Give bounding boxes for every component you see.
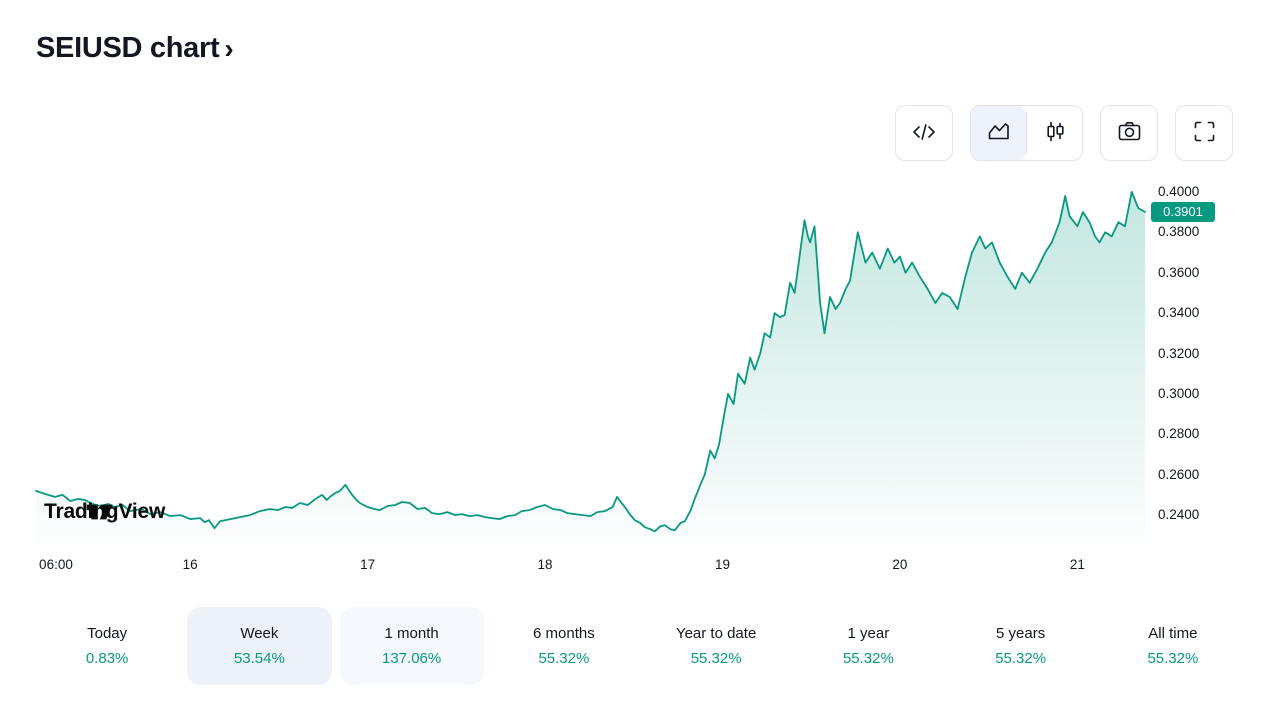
- fullscreen-icon: [1191, 118, 1218, 148]
- price-tick-label: 0.2800: [1158, 426, 1200, 442]
- symbol-title-text: SEIUSD chart: [36, 32, 220, 64]
- page-title: SEIUSD chart ›: [36, 32, 234, 65]
- range-label: 5 years: [996, 625, 1046, 642]
- range-all-time[interactable]: All time 55.32%: [1101, 607, 1245, 685]
- range-1-month[interactable]: 1 month 137.06%: [339, 607, 484, 685]
- range-1-year[interactable]: 1 year 55.32%: [796, 607, 940, 685]
- range-6-months[interactable]: 6 months 55.32%: [492, 607, 636, 685]
- price-tick-label: 0.3600: [1158, 264, 1200, 280]
- range-value: 0.83%: [85, 650, 129, 667]
- price-chart[interactable]: TradingView: [35, 180, 1146, 545]
- time-tick-label: 16: [182, 557, 198, 572]
- fullscreen-button[interactable]: [1175, 105, 1233, 161]
- range-label: Today: [87, 625, 128, 642]
- time-tick-label: 19: [714, 557, 730, 572]
- range-value: 137.06%: [382, 650, 442, 667]
- area-chart-button[interactable]: [971, 106, 1026, 160]
- price-tick-label: 0.2600: [1158, 466, 1200, 482]
- tradingview-logo[interactable]: TradingView: [36, 500, 165, 524]
- time-tick-label: 06:00: [39, 557, 73, 572]
- range-week[interactable]: Week 53.54%: [187, 607, 332, 685]
- range-today[interactable]: Today 0.83%: [35, 607, 179, 685]
- range-value: 55.32%: [538, 650, 590, 667]
- camera-icon: [1116, 118, 1143, 148]
- range-value: 55.32%: [995, 650, 1047, 667]
- range-5-years[interactable]: 5 years 55.32%: [949, 607, 1093, 685]
- time-tick-label: 17: [360, 557, 376, 572]
- price-line: [35, 191, 1146, 533]
- price-tick-label: 0.3200: [1158, 345, 1200, 361]
- range-value: 55.32%: [690, 650, 742, 667]
- range-year-to-date[interactable]: Year to date 55.32%: [644, 607, 788, 685]
- range-label: Week: [240, 625, 279, 642]
- range-label: 6 months: [533, 625, 595, 642]
- chevron-right-icon[interactable]: ›: [224, 32, 234, 64]
- range-label: All time: [1148, 625, 1198, 642]
- candlestick-chart-button[interactable]: [1027, 106, 1082, 160]
- price-tick-label: 0.3400: [1158, 305, 1200, 321]
- range-selector: Today 0.83% Week 53.54% 1 month 137.06% 6 mont…: [35, 607, 1245, 685]
- range-label: 1 year: [847, 625, 890, 642]
- price-tick-label: 0.3800: [1158, 224, 1200, 240]
- time-tick-label: 21: [1069, 557, 1085, 572]
- time-axis: 06:00 16 17 18 19 20 21: [36, 557, 1145, 577]
- range-value: 55.32%: [842, 650, 894, 667]
- code-icon: [911, 119, 937, 148]
- range-value: 55.32%: [1147, 650, 1199, 667]
- time-tick-label: 18: [537, 557, 553, 572]
- range-value: 53.54%: [233, 650, 285, 667]
- price-tick-label: 0.4000: [1158, 183, 1200, 199]
- price-tick-label: 0.3000: [1158, 385, 1200, 401]
- price-tick-label: 0.2400: [1158, 507, 1200, 523]
- area-chart-icon: [986, 119, 1012, 148]
- price-series-plot: [35, 191, 1146, 545]
- toolbar-divider: [1026, 112, 1027, 154]
- chart-type-group: [970, 105, 1083, 161]
- time-tick-label: 20: [892, 557, 908, 572]
- price-axis: 0.4000 0.3800 0.3600 0.3400 0.3200 0.3000 0.28…: [1158, 180, 1228, 545]
- last-price-badge: 0.3901: [1151, 201, 1215, 222]
- range-label: Year to date: [675, 625, 757, 642]
- snapshot-button[interactable]: [1100, 105, 1158, 161]
- chart-toolbar: [895, 105, 1233, 161]
- candlestick-icon: [1042, 119, 1068, 148]
- area-fill: [36, 191, 1145, 545]
- source-code-button[interactable]: [895, 105, 953, 161]
- range-label: 1 month: [384, 625, 439, 642]
